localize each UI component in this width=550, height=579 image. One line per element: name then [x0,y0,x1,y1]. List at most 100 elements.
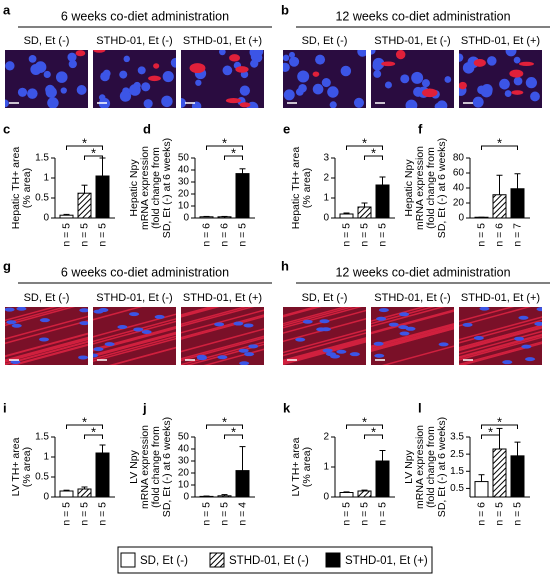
fiber [5,315,88,340]
nucleus [39,318,50,323]
x-tick-label: n = 7 [511,223,523,247]
panel-letter: e [283,121,290,136]
fiber [181,307,218,317]
fiber [371,310,454,335]
nucleus [93,353,99,358]
nucleus [320,327,331,332]
x-tick-label: n = 5 [60,223,72,247]
x-tick-label: n = 6 [493,223,505,247]
y-tick-label: 10 [178,480,190,491]
legend-swatch [120,552,136,568]
significance-bracket [84,155,103,160]
y-axis-label: LV TH+ area [10,437,22,496]
nucleus [181,98,187,108]
panel-header: 12 weeks co-diet administration [335,9,510,23]
significance-bracket [66,424,103,429]
nucleus [5,307,15,312]
nucleus [119,70,128,79]
stain [239,102,251,108]
fiber [283,307,355,327]
nucleus [405,326,416,331]
significance-bracket [481,434,500,439]
fiber [371,309,454,334]
y-axis-label: SD, Et (-) at 6 weeks) [436,417,448,517]
significance-bracket [224,155,243,160]
nucleus [298,83,307,93]
nucleus [143,99,153,108]
x-tick-label: n = 5 [96,223,108,247]
fiber [5,337,88,362]
fiber [459,327,542,352]
significance-label: * [222,135,227,150]
panel-letter: k [283,400,291,415]
nucleus [6,320,17,325]
y-tick-label: 1.5 [35,153,49,164]
y-tick-label: 40 [453,183,465,194]
nucleus [197,356,208,361]
legend-swatch [209,552,225,568]
y-axis-label: mRNA expression [139,425,151,509]
fiber [181,309,264,334]
micrograph [93,50,176,108]
nucleus [353,97,365,108]
nucleus [373,341,384,346]
significance-label: * [371,424,376,439]
fiber [181,328,264,353]
y-tick-label: 3 [323,153,329,164]
fiber [459,334,542,359]
fiber [181,314,264,339]
x-tick-label: n = 5 [493,502,505,526]
nucleus [327,86,339,98]
x-tick-label: n = 5 [358,223,370,247]
fiber [203,348,264,365]
panel-header: 6 weeks co-diet administration [61,9,229,23]
nucleus [321,78,331,88]
micrograph [371,307,454,365]
micrograph [5,50,88,108]
y-tick-label: 0 [183,213,189,224]
nucleus [119,90,132,102]
panel-letter: d [143,121,151,136]
micrograph [459,50,542,108]
bar [217,216,232,219]
nucleus [93,347,104,352]
nucleus [43,70,51,79]
y-tick-label: 0 [458,213,464,224]
significance-label: * [362,414,367,429]
y-axis-label: (fold change from [425,147,437,229]
fiber [283,307,363,329]
fiber [371,307,436,325]
bar [339,213,354,219]
y-axis-label: (fold change from [425,426,437,508]
significance-label: * [497,414,502,429]
nucleus [502,360,513,365]
significance-bracket [481,145,518,150]
stain [312,71,320,77]
nucleus [217,355,228,360]
fiber [5,332,88,357]
significance-bracket [346,145,383,150]
nucleus [249,50,261,58]
nucleus [55,71,68,83]
y-tick-label: 0 [43,213,49,224]
bar [375,184,390,219]
nucleus [473,336,484,341]
fiber [181,335,264,360]
stain [225,97,242,104]
nucleus [376,316,387,321]
nucleus [357,50,366,57]
y-tick-label: 30 [178,177,190,188]
micrograph [93,307,176,365]
nucleus [5,61,15,71]
nucleus [214,322,225,327]
nucleus [68,59,77,69]
nucleus [283,54,290,62]
x-tick-label: n = 5 [358,502,370,526]
significance-bracket [364,434,383,439]
nucleus [312,83,324,95]
y-axis-label: Hepatic Npy [403,159,415,217]
fiber [108,346,176,365]
micrograph [283,307,366,365]
nucleus [288,51,296,58]
y-axis-label: (% area) [301,168,313,208]
